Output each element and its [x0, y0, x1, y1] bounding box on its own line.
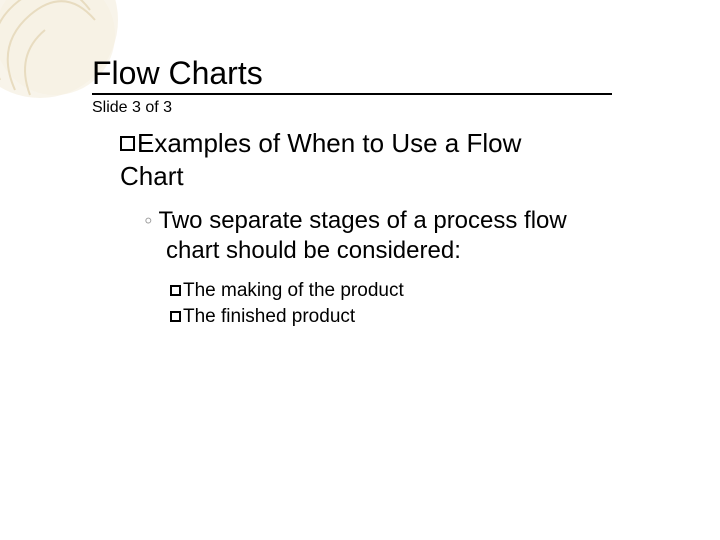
level2-text1: Two separate stages of a process flow	[159, 207, 567, 234]
square-bullet-icon	[170, 285, 181, 296]
level3-text2: The finished product	[183, 306, 355, 327]
title-underline	[92, 93, 612, 95]
square-bullet-icon	[170, 311, 181, 322]
level1-text1: Examples of When to Use a Flow	[137, 128, 521, 158]
level1-line2: Chart	[120, 160, 680, 193]
level3-item2: The finished product	[170, 304, 680, 330]
bullet-level1: Examples of When to Use a Flow Chart	[92, 127, 680, 192]
slide-title: Flow Charts	[92, 56, 680, 91]
level3-text1: The making of the product	[183, 280, 404, 301]
circle-bullet-icon: ◦	[144, 207, 153, 234]
level2-line2: chart should be considered:	[144, 236, 680, 266]
square-bullet-icon	[120, 136, 135, 151]
bullet-level3: The making of the product The finished p…	[92, 278, 680, 329]
level1-line1: Examples of When to Use a Flow	[120, 127, 680, 160]
slide-subtitle: Slide 3 of 3	[92, 99, 680, 117]
level3-item1: The making of the product	[170, 278, 680, 304]
bullet-level2: ◦Two separate stages of a process flow c…	[92, 206, 680, 266]
slide-content: Flow Charts Slide 3 of 3 Examples of Whe…	[0, 0, 720, 329]
level2-line1: ◦Two separate stages of a process flow	[144, 206, 680, 236]
